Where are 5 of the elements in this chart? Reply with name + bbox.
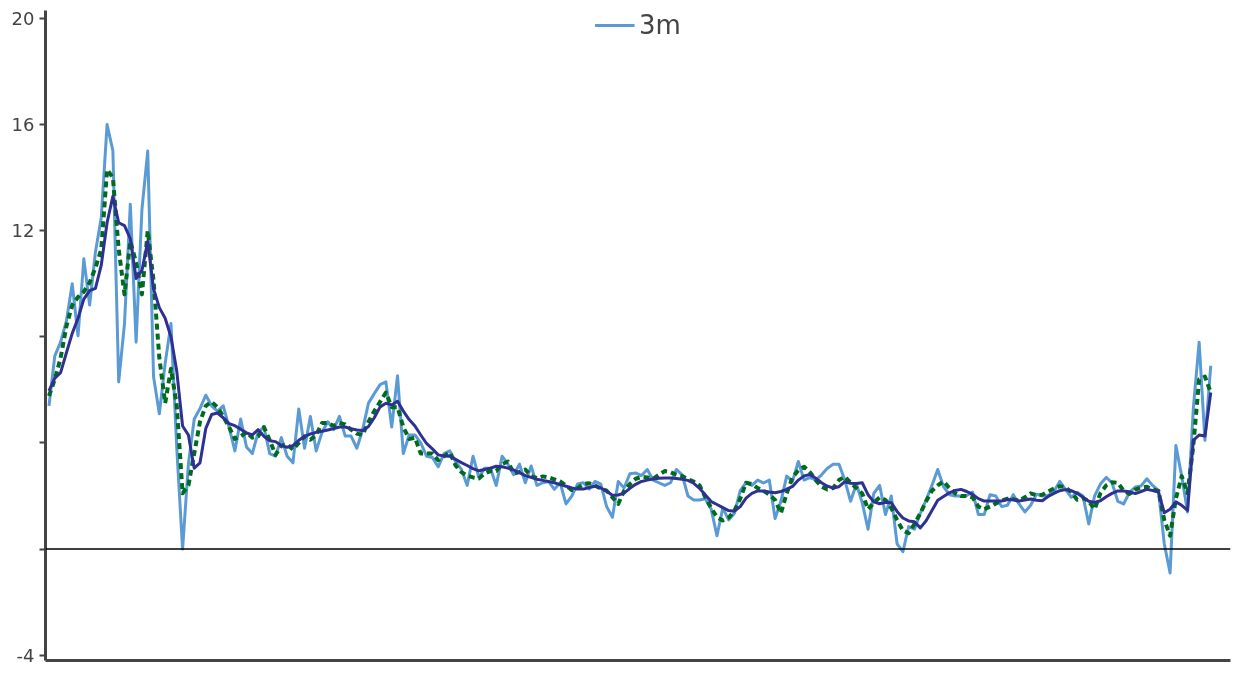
y-tick-label: 16 [11,114,35,136]
legend-label: 3m [639,10,681,40]
y-tick-label: 20 [11,7,35,29]
y-tick-label: -4 [16,644,35,666]
y-tick-label: 12 [11,220,35,242]
